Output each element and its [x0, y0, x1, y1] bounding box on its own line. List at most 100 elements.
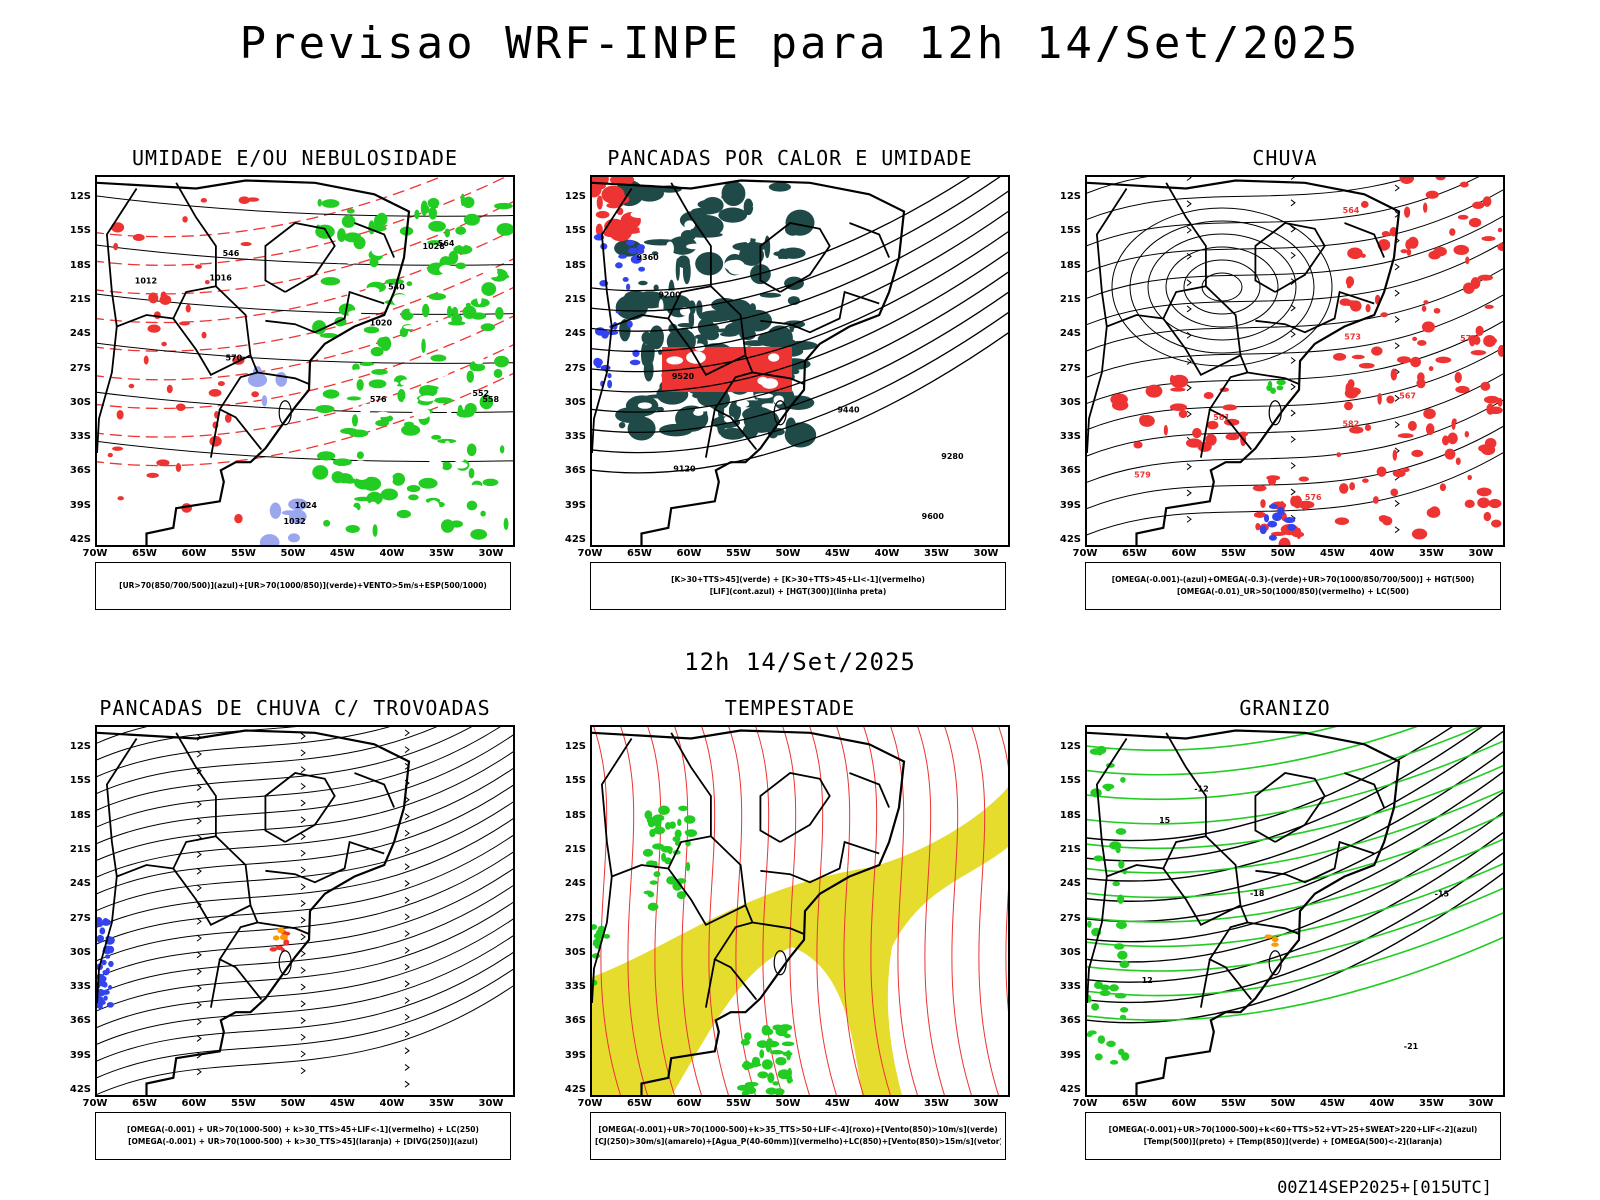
- shaded-area: [420, 200, 428, 216]
- wind-arrow: [1394, 289, 1400, 297]
- latitude-tick-label: 33S: [69, 431, 91, 443]
- wind-arrow: [196, 817, 202, 825]
- shaded-area: [1120, 777, 1126, 783]
- wind-arrow: [1186, 279, 1192, 287]
- wind-arrow: [404, 913, 410, 921]
- streamline: [97, 918, 513, 1029]
- country-border: [1344, 772, 1385, 808]
- shaded-area: [103, 995, 108, 1001]
- longitude-tick-label: 60W: [181, 1098, 207, 1109]
- shaded-area: [592, 941, 598, 946]
- shaded-area: [742, 1060, 751, 1071]
- shaded-area: [234, 513, 243, 524]
- map-pancadas-calor[interactable]: 9600 9520 9440 9360 9280 9200 9120: [590, 175, 1010, 547]
- coastline: [1087, 729, 1401, 1095]
- shaded-area: [597, 177, 609, 182]
- isoline: [592, 177, 1001, 312]
- shaded-area: [775, 1056, 787, 1066]
- shaded-area: [499, 445, 505, 454]
- contour-label: -21: [1404, 1042, 1419, 1051]
- shaded-area: [640, 342, 648, 366]
- shaded-area: [1255, 522, 1261, 531]
- shaded-area: [607, 379, 613, 389]
- shaded-area: [637, 248, 645, 255]
- contour-label: 552: [472, 389, 489, 398]
- wind-arrow: [196, 750, 202, 758]
- shaded-area: [1470, 350, 1487, 356]
- country-border: [1255, 290, 1375, 334]
- shaded-area: [1336, 452, 1342, 458]
- isoline: [1087, 887, 1503, 972]
- shaded-area: [1222, 404, 1238, 411]
- longitude-tick-label: 65W: [1122, 1098, 1147, 1109]
- latitude-tick-label: 21S: [69, 843, 91, 855]
- longitude-tick-label: 50W: [775, 548, 801, 559]
- country-border: [667, 835, 746, 926]
- wind-arrow: [404, 1080, 410, 1088]
- shaded-area: [718, 207, 748, 223]
- panel-title: PANCADAS POR CALOR E UMIDADE: [607, 146, 973, 170]
- map-umidade[interactable]: 1012 1016 1020 1024 1028 1032 576 570 564 558 552 5…: [95, 175, 515, 547]
- shaded-area: [1344, 401, 1354, 411]
- shaded-area: [696, 300, 703, 317]
- contour-label: 9200: [658, 290, 681, 299]
- wind-arrow: [1290, 278, 1296, 286]
- shaded-area: [1109, 1060, 1119, 1065]
- shaded-area: [394, 505, 405, 510]
- shaded-area: [430, 354, 447, 362]
- map-tempestade[interactable]: [590, 725, 1010, 1097]
- shaded-area: [1333, 352, 1347, 361]
- wind-arrow: [1186, 177, 1192, 181]
- shaded-area: [1099, 989, 1111, 997]
- isoline: [97, 315, 513, 410]
- shaded-area: [356, 451, 364, 460]
- shaded-area: [593, 932, 603, 940]
- country-border: [172, 835, 251, 926]
- shaded-area: [593, 357, 602, 367]
- shaded-area: [401, 424, 421, 436]
- longitude-tick-label: 35W: [1419, 548, 1444, 559]
- shaded-area: [1421, 321, 1435, 333]
- wind-arrow: [1186, 200, 1192, 208]
- shaded-area: [1110, 393, 1128, 406]
- shaded-area: [470, 312, 487, 320]
- shaded-area: [462, 196, 475, 209]
- latitude-tick-label: 33S: [1059, 431, 1081, 443]
- shaded-area: [1400, 249, 1408, 254]
- wind-arrow: [1290, 409, 1296, 417]
- wind-arrow: [300, 933, 306, 941]
- shaded-area: [1425, 423, 1435, 436]
- isoline: [97, 372, 513, 467]
- isoline: [1087, 912, 1503, 997]
- shaded-area: [373, 445, 380, 459]
- longitude-tick-label: 55W: [1221, 1098, 1246, 1109]
- shaded-area: [658, 805, 670, 815]
- shaded-area: [281, 510, 299, 516]
- map-trovoadas[interactable]: [95, 725, 515, 1097]
- shaded-area: [653, 817, 662, 828]
- latitude-tick-label: 15S: [564, 225, 586, 237]
- contour-label: 1016: [210, 273, 233, 282]
- map-chuva[interactable]: 582 579 576 573 570 567 564 561: [1085, 175, 1505, 547]
- shaded-area: [377, 337, 390, 348]
- isoline: [97, 195, 513, 217]
- isoline: [1147, 233, 1297, 341]
- shaded-area: [440, 519, 455, 533]
- shaded-area: [446, 407, 453, 414]
- shaded-area: [1477, 497, 1490, 509]
- isoline: [97, 342, 513, 364]
- panel-title: GRANIZO: [1239, 696, 1331, 720]
- shaded-area: [1225, 433, 1240, 441]
- shaded-area: [451, 313, 463, 325]
- wind-arrow: [196, 867, 202, 875]
- contour-label: 9360: [636, 253, 659, 262]
- shaded-area: [480, 510, 486, 517]
- country-border: [1165, 732, 1253, 1001]
- latitude-tick-label: 33S: [69, 981, 91, 993]
- latitude-tick-label: 15S: [69, 775, 91, 787]
- shaded-area: [342, 246, 360, 258]
- map-granizo[interactable]: -12 -15 -18 -21 12 15: [1085, 725, 1505, 1097]
- country-border: [705, 409, 716, 458]
- isoline: [1087, 838, 1503, 923]
- shaded-area: [1339, 483, 1349, 494]
